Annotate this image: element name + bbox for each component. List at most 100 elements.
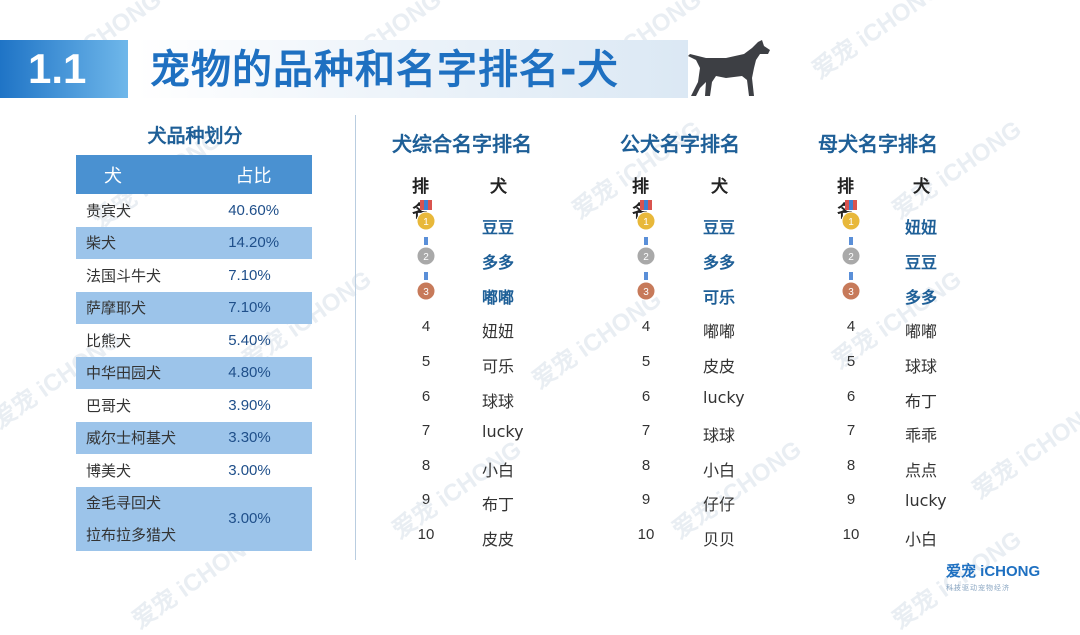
watermark: 爱宠 iCHONG — [807, 0, 947, 85]
breed-share: 3.00% — [228, 461, 271, 479]
breed-name: 博美犬 — [86, 461, 132, 480]
section-number: 1.1 — [28, 45, 87, 92]
table-row: 威尔士柯基犬 3.30% — [76, 421, 312, 454]
dog-name: 球球 — [905, 357, 938, 376]
gold-medal-icon: 1 — [416, 200, 436, 231]
dog-name: 多多 — [905, 288, 938, 307]
title-bar — [137, 40, 688, 98]
breed-share: 3.30% — [228, 429, 271, 447]
breed-name: 比熊犬 — [86, 331, 132, 350]
rank-number: 9 — [421, 491, 431, 508]
rank-number: 8 — [846, 457, 856, 474]
dog-name: 妞妞 — [482, 322, 515, 341]
breed-share: 14.20% — [228, 234, 280, 252]
dog-name: 点点 — [905, 461, 938, 480]
section-number-block — [0, 40, 128, 98]
svg-text:1: 1 — [848, 217, 854, 228]
dog-name: 布丁 — [905, 392, 938, 411]
table-row: 巴哥犬 3.90% — [76, 389, 312, 422]
dog-name: 布丁 — [482, 495, 515, 514]
name-header: 犬 — [913, 177, 930, 197]
rank-number: 9 — [846, 491, 856, 508]
silver-medal-icon: 2 — [636, 237, 656, 266]
svg-text:1: 1 — [423, 217, 429, 228]
dog-name: 嘟嘟 — [703, 322, 736, 341]
dog-name: 球球 — [482, 392, 515, 411]
ranking-title: 犬综合名字排名 — [392, 132, 532, 156]
rank-number: 10 — [417, 526, 435, 543]
dog-name: lucky — [482, 422, 524, 441]
rank-number: 7 — [846, 422, 856, 439]
rank-number: 5 — [421, 353, 431, 370]
rank-number: 9 — [641, 491, 651, 508]
bronze-medal-icon: 3 — [636, 272, 656, 301]
gold-medal-icon: 1 — [841, 200, 861, 231]
rank-number: 10 — [842, 526, 860, 543]
silver-medal-icon: 2 — [841, 237, 861, 266]
rank-number: 5 — [641, 353, 651, 370]
svg-text:2: 2 — [643, 252, 649, 263]
breed-name: 威尔士柯基犬 — [86, 429, 177, 448]
dog-name: 乖乖 — [905, 426, 938, 445]
breed-name: 贵宾犬 — [86, 201, 132, 220]
breed-name-line: 金毛寻回犬 — [86, 493, 162, 512]
rank-number: 6 — [846, 388, 856, 405]
svg-text:1: 1 — [643, 217, 649, 228]
ranking-title: 公犬名字排名 — [620, 132, 740, 156]
svg-text:2: 2 — [423, 252, 429, 263]
table-row: 贵宾犬 40.60% — [76, 194, 312, 227]
rank-number: 6 — [641, 388, 651, 405]
dog-name: 小白 — [703, 461, 736, 480]
svg-text:3: 3 — [643, 287, 649, 298]
rank-number: 4 — [421, 318, 431, 335]
breed-name: 金毛寻回犬 拉布拉多猎犬 — [76, 487, 208, 551]
breed-share: 4.80% — [228, 364, 271, 382]
bronze-medal-icon: 3 — [841, 272, 861, 301]
logo-text: 爱宠 iCHONG — [946, 563, 1041, 580]
table-row: 博美犬 3.00% — [76, 454, 312, 487]
rank-number: 4 — [846, 318, 856, 335]
ranking-title: 母犬名字排名 — [818, 132, 938, 156]
table-row: 萨摩耶犬 7.10% — [76, 291, 312, 324]
breed-name: 法国斗牛犬 — [86, 266, 162, 285]
dog-name: 贝贝 — [703, 530, 736, 549]
name-header: 犬 — [711, 177, 728, 197]
table-row: 比熊犬 5.40% — [76, 324, 312, 357]
dog-name: 球球 — [703, 426, 736, 445]
name-header: 犬 — [490, 177, 507, 197]
breed-name: 萨摩耶犬 — [86, 299, 147, 318]
breed-share: 7.10% — [228, 299, 271, 317]
svg-text:2: 2 — [848, 252, 854, 263]
dog-name: lucky — [905, 491, 947, 510]
rank-number: 5 — [846, 353, 856, 370]
share-header-label: 占比 — [235, 165, 272, 187]
table-row: 法国斗牛犬 7.10% — [76, 259, 312, 292]
watermark: 爱宠 iCHONG — [967, 395, 1080, 505]
dog-name: 皮皮 — [482, 530, 515, 549]
rank-number: 8 — [641, 457, 651, 474]
dog-name: 嘟嘟 — [905, 322, 938, 341]
watermark: 爱宠 iCHONG — [667, 435, 807, 545]
breed-share: 5.40% — [228, 331, 271, 349]
dog-name: 仔仔 — [703, 495, 736, 514]
dog-name: 可乐 — [703, 288, 736, 307]
rank-number: 7 — [641, 422, 651, 439]
breed-name: 柴犬 — [86, 234, 117, 253]
bronze-medal-icon: 3 — [416, 272, 436, 301]
dog-name: 豆豆 — [703, 218, 736, 237]
dog-silhouette-icon — [688, 40, 770, 96]
dog-name: 妞妞 — [905, 218, 938, 237]
breed-header-label: 犬 — [104, 165, 122, 187]
dog-name: 多多 — [482, 253, 515, 272]
dog-name: 多多 — [703, 253, 736, 272]
breed-share: 3.90% — [228, 396, 271, 414]
svg-text:3: 3 — [423, 287, 429, 298]
breed-share: 40.60% — [228, 201, 280, 219]
breed-table-header: 犬 占比 — [76, 155, 312, 194]
dog-name: 皮皮 — [703, 357, 736, 376]
breed-share: 3.00% — [228, 510, 271, 527]
column-divider — [355, 115, 356, 560]
gold-medal-icon: 1 — [636, 200, 656, 231]
table-row: 中华田园犬 4.80% — [76, 356, 312, 389]
dog-name: 小白 — [905, 530, 938, 549]
